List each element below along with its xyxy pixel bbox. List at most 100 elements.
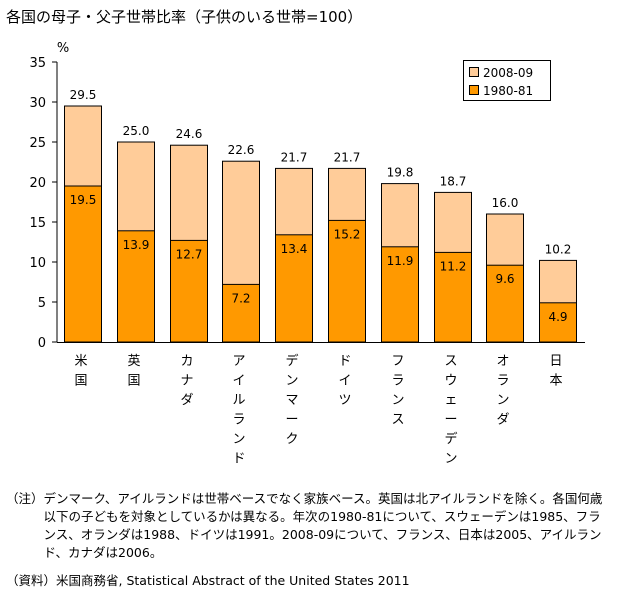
x-category-char: デ [444,431,457,447]
data-label-2008-09: 21.7 [281,150,308,164]
x-category-label: 英国 [127,354,140,389]
data-label-2008-09: 21.7 [334,150,361,164]
data-label-1980-81: 12.7 [176,247,203,261]
x-category-char: イ [338,374,351,389]
y-tick-label: 25 [29,136,46,151]
legend-label: 2008-09 [483,66,533,80]
x-category-char: 本 [549,374,562,389]
x-category-char: ツ [338,393,351,408]
x-category-char: ウ [444,374,457,389]
x-category-char: ー [285,413,298,428]
bar-1980-81 [328,219,366,343]
x-category-label: スウェーデン [444,354,457,467]
data-label-2008-09: 19.8 [387,166,414,180]
x-category-char: デ [285,353,298,369]
x-category-label: デンマーク [285,353,298,447]
bar-1980-81 [381,246,419,343]
x-category-char: ダ [180,393,193,408]
x-category-label: 日本 [549,354,562,389]
data-label-1980-81: 9.6 [495,272,514,286]
x-category-char: ダ [496,413,509,428]
footnote: （注） デンマーク、アイルランドは世帯ベースでなく家族ベース。英国は北アイルラン… [6,490,612,562]
chart-title: 各国の母子・父子世帯比率（子供のいる世帯=100） [6,8,363,26]
x-category-char: ド [232,452,245,467]
x-category-char: イ [232,374,245,389]
x-category-char: ス [391,413,404,428]
y-tick-label: 0 [38,336,46,351]
x-category-char: ス [444,354,457,369]
x-category-char: 国 [127,374,140,389]
y-tick-label: 20 [29,176,46,191]
x-category-char: フ [391,354,404,369]
y-tick-label: 30 [29,96,46,111]
x-category-char: ラ [391,374,404,389]
x-category-char: ン [496,393,509,408]
x-category-label: フランス [391,354,404,428]
x-category-char: ク [285,432,298,447]
data-label-2008-09: 25.0 [123,124,150,138]
y-tick-label: 35 [29,56,46,71]
data-label-2008-09: 18.7 [440,174,467,188]
x-category-char: マ [285,393,298,408]
y-tick-label: 5 [38,296,46,311]
bars: 29.5 19.5 25.0 13.9 24.6 12.7 22.6 7.2 21.7 13.4 2… [64,88,577,343]
bar-1980-81 [170,239,208,343]
bar-chart: 0 5 10 15 20 25 30 35% 29.5 19.5 25.0 13.9 24.6 12.7… [29,41,585,467]
x-category-char: ア [232,354,245,369]
x-category-char: ー [444,413,457,428]
source-text: 米国商務省, Statistical Abstract of the Unite… [56,573,410,588]
x-category-char: 英 [127,354,140,369]
x-category-char: 米 [74,354,87,369]
data-label-2008-09: 24.6 [176,127,203,141]
x-category-char: 国 [74,374,87,389]
x-category-char: ン [444,452,457,467]
x-category-char: ル [232,393,245,408]
legend-label: 1980-81 [483,84,533,98]
x-category-char: ン [391,393,404,408]
data-label-1980-81: 4.9 [548,310,567,324]
x-category-char: オ [496,354,509,369]
x-category-label: カナダ [180,354,193,408]
bar-1980-81 [275,234,313,343]
y-tick-label: 10 [29,256,46,271]
x-category-char: ラ [232,413,245,428]
legend: 2008-09 1980-81 [463,60,551,101]
data-label-1980-81: 13.4 [281,242,308,256]
source-prefix: （資料） [6,573,57,588]
bar-1980-81 [434,251,472,343]
data-label-2008-09: 10.2 [545,242,572,256]
footnote-text: デンマーク、アイルランドは世帯ベースでなく家族ベース。英国は北アイルランドを除く… [43,491,603,560]
footnote-prefix: （注） [6,491,44,506]
y-axis-unit-label: % [57,41,69,56]
legend-swatch [469,85,479,95]
bar-1980-81 [539,302,577,343]
x-category-char: ン [232,432,245,447]
x-category-label: アイルランド [232,354,245,467]
data-label-2008-09: 29.5 [70,88,97,102]
y-tick-label: 15 [29,216,46,231]
data-label-1980-81: 15.2 [334,227,361,241]
data-label-1980-81: 11.9 [387,254,414,268]
x-category-char: 日 [549,354,562,369]
data-label-1980-81: 11.2 [440,259,467,273]
data-label-2008-09: 22.6 [228,143,255,157]
y-axis: 0 5 10 15 20 25 30 35% [29,41,69,351]
x-category-char: ン [285,374,298,389]
bar-1980-81 [64,185,102,343]
x-category-label: オランダ [496,354,509,428]
x-category-char: ラ [496,374,509,389]
bar-1980-81 [117,230,155,343]
data-label-1980-81: 13.9 [123,238,150,252]
x-category-label: 米国 [74,354,87,389]
x-category-label: ドイツ [338,354,351,408]
x-category-char: ナ [180,374,193,389]
x-category-char: ェ [444,393,457,408]
x-category-char: ド [338,354,351,369]
data-label-1980-81: 7.2 [231,291,250,305]
x-category-char: カ [180,354,193,369]
data-label-2008-09: 16.0 [492,196,519,210]
legend-swatch [469,67,479,77]
data-label-1980-81: 19.5 [70,193,97,207]
source-note: （資料）米国商務省, Statistical Abstract of the U… [6,570,410,589]
